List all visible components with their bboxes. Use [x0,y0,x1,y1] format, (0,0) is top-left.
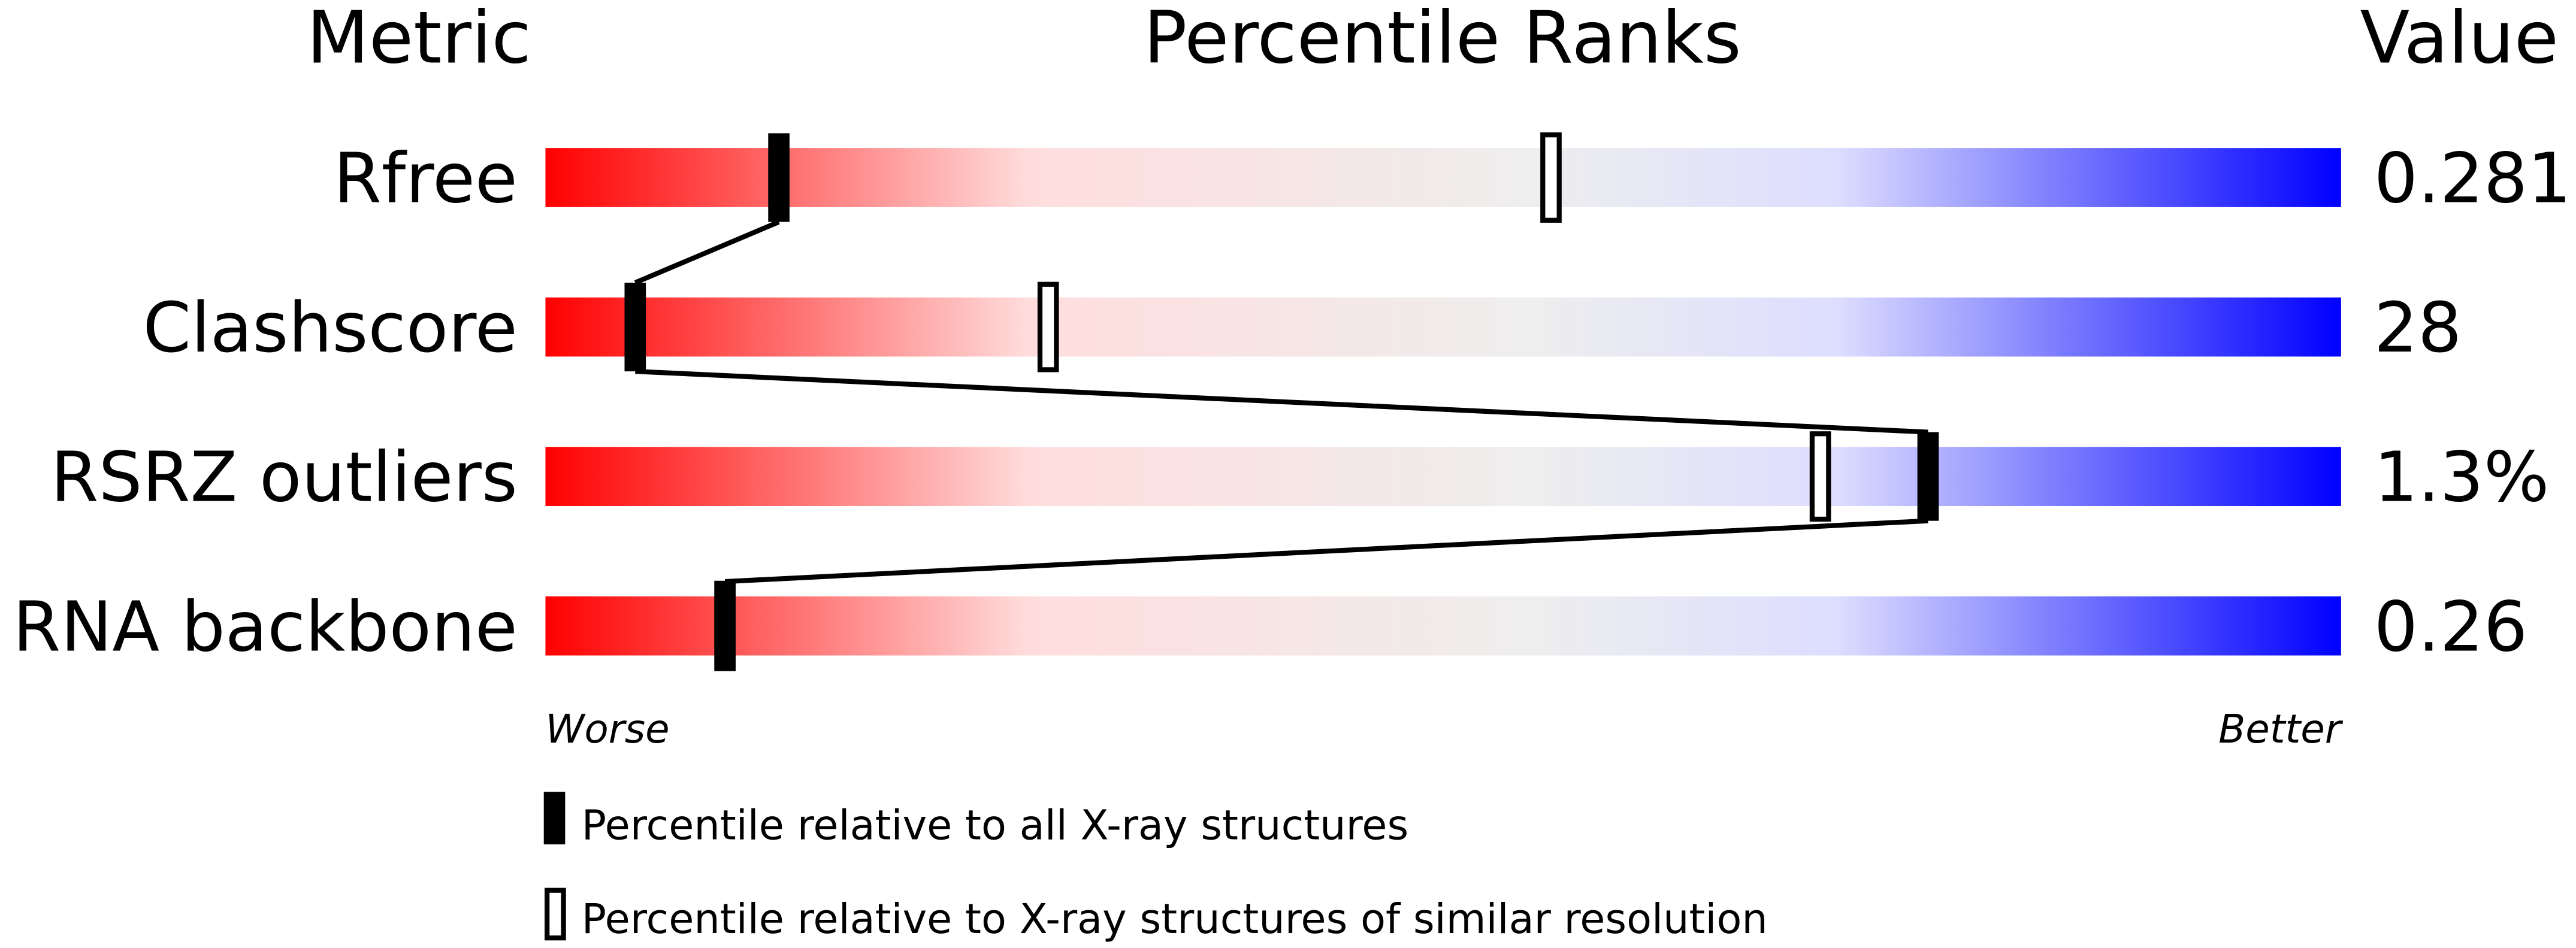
metric-label: Rfree [334,139,518,219]
header-metric: Metric [307,0,531,80]
marker-similar-resolution [1540,132,1562,223]
axis-label-better: Better [2218,706,2344,752]
metric-value: 0.281 [2374,139,2572,219]
connector-line [635,368,1928,435]
axis-label-worse: Worse [545,706,669,752]
percentile-bar [545,447,2341,506]
percentile-bar [545,297,2341,357]
metric-value: 1.3% [2374,438,2550,518]
percentile-bar [545,596,2341,656]
legend-filled-marker [543,792,566,844]
marker-similar-resolution [1809,431,1831,522]
marker-all-structures [624,283,646,372]
legend-filled-label: Percentile relative to all X-ray structu… [582,802,1408,850]
metric-label: Clashscore [143,288,517,368]
marker-all-structures [768,133,790,222]
metric-value: 0.26 [2374,587,2527,667]
metric-label: RNA backbone [13,587,518,667]
metric-value: 28 [2374,288,2462,368]
marker-all-structures [1917,432,1939,521]
legend-open-label: Percentile relative to X-ray structures … [582,895,1768,943]
header-value: Value [2360,0,2559,80]
percentile-bar [545,148,2341,207]
connector-line [724,518,1928,584]
marker-similar-resolution [1037,281,1059,372]
marker-all-structures [714,581,736,671]
header-percentile-ranks: Percentile Ranks [1144,0,1741,80]
connector-line [634,219,780,285]
metric-label: RSRZ outliers [50,438,517,518]
legend-open-marker [545,888,566,941]
